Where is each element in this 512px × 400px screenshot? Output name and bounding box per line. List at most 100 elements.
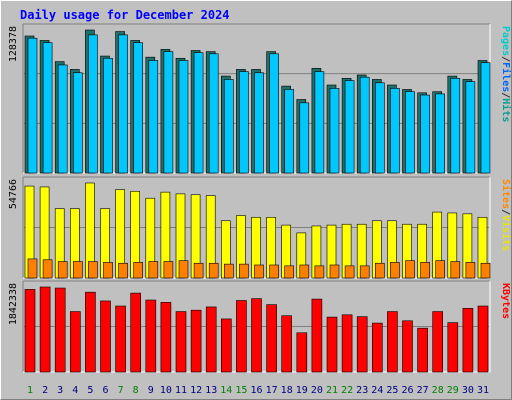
- bar-sites: [435, 260, 446, 279]
- bar-files: [88, 34, 98, 174]
- bar-kbytes: [387, 311, 398, 373]
- bar-files: [314, 71, 325, 174]
- x-tick-label: 17: [266, 385, 278, 396]
- x-tick-label: 6: [102, 385, 108, 396]
- bar-kbytes: [281, 315, 293, 373]
- bar-sites: [193, 262, 204, 279]
- bar-sites: [88, 261, 98, 279]
- bar-sites: [374, 262, 385, 279]
- right-axis-label-part: Pages: [500, 26, 511, 56]
- bar-kbytes: [39, 286, 51, 373]
- bar-sites: [480, 262, 491, 279]
- x-tick-label: 31: [477, 385, 489, 396]
- bar-sites: [284, 265, 295, 279]
- bar-sites: [450, 261, 461, 279]
- bar-files: [103, 57, 113, 174]
- bar-files: [480, 62, 491, 174]
- bar-files: [405, 91, 415, 174]
- right-axis-label-part: /: [500, 56, 511, 62]
- bar-sites: [103, 262, 113, 279]
- right-axis-label: Pages/Files/Hits: [500, 26, 512, 122]
- x-tick-label: 5: [87, 385, 93, 396]
- bar-files: [269, 53, 279, 174]
- bar-kbytes: [160, 302, 172, 373]
- bar-files: [465, 81, 476, 174]
- bar-kbytes: [24, 289, 36, 373]
- x-tick-label: 19: [296, 385, 308, 396]
- bar-sites: [314, 265, 325, 279]
- bar-sites: [359, 265, 370, 279]
- x-tick-label: 22: [341, 385, 353, 396]
- bar-sites: [163, 261, 174, 279]
- bar-files: [163, 51, 174, 174]
- bar-kbytes: [145, 299, 157, 373]
- bar-kbytes: [221, 318, 232, 373]
- bar-kbytes: [130, 292, 141, 373]
- bar-sites: [27, 258, 38, 279]
- x-tick-label: 18: [281, 385, 293, 396]
- bar-files: [359, 76, 370, 174]
- right-axis-label-part: /: [500, 92, 511, 98]
- right-axis-label-part: Hits: [500, 98, 512, 122]
- right-axis-label-part: Visits: [500, 215, 512, 251]
- right-axis-label-part: KBytes: [500, 283, 511, 319]
- bar-sites: [42, 259, 53, 279]
- x-tick-label: 9: [148, 385, 154, 396]
- bar-files: [224, 79, 234, 174]
- bar-sites: [465, 262, 476, 279]
- bar-files: [329, 88, 340, 174]
- x-tick-label: 27: [417, 385, 429, 396]
- bar-sites: [118, 262, 128, 279]
- y-axis-max-label: 1842338: [8, 283, 19, 325]
- bar-kbytes: [251, 298, 262, 373]
- bar-files: [27, 37, 38, 174]
- bar-files: [374, 82, 385, 174]
- x-tick-label: 25: [386, 385, 398, 396]
- bar-sites: [420, 262, 430, 279]
- x-tick-label: 1: [27, 385, 33, 396]
- bar-files: [73, 72, 83, 174]
- x-tick-label: 3: [57, 385, 63, 396]
- bar-kbytes: [311, 298, 323, 373]
- bar-kbytes: [296, 332, 308, 373]
- bar-files: [420, 94, 430, 174]
- bar-files: [208, 53, 219, 174]
- chart-title: Daily usage for December 2024: [20, 8, 230, 22]
- bar-files: [148, 60, 159, 174]
- bar-files: [390, 88, 400, 174]
- bar-files: [450, 78, 461, 174]
- bar-kbytes: [417, 327, 428, 373]
- bar-sites: [133, 262, 143, 279]
- x-tick-label: 28: [432, 385, 444, 396]
- x-tick-label: 21: [326, 385, 338, 396]
- bar-sites: [178, 260, 189, 279]
- right-axis-label: Sites/Visits: [500, 179, 512, 251]
- bar-kbytes: [371, 322, 383, 373]
- bar-kbytes: [190, 309, 202, 373]
- bar-files: [42, 42, 53, 174]
- bar-kbytes: [85, 291, 96, 373]
- y-axis-max-label: 54766: [8, 179, 19, 209]
- bar-kbytes: [115, 305, 126, 373]
- bar-sites: [148, 261, 159, 279]
- x-tick-label: 14: [220, 385, 232, 396]
- bar-files: [254, 72, 264, 174]
- x-tick-label: 8: [133, 385, 139, 396]
- x-tick-label: 29: [447, 385, 459, 396]
- bar-files: [133, 42, 143, 174]
- bar-sites: [73, 261, 83, 279]
- x-tick-label: 15: [235, 385, 247, 396]
- bar-files: [435, 93, 446, 174]
- x-tick-label: 20: [311, 385, 323, 396]
- right-axis-label-part: /: [500, 209, 511, 215]
- bar-kbytes: [432, 311, 444, 373]
- bar-files: [239, 71, 249, 174]
- bar-kbytes: [402, 320, 413, 373]
- bar-kbytes: [236, 300, 247, 373]
- x-tick-label: 23: [356, 385, 368, 396]
- bar-kbytes: [356, 316, 368, 373]
- bar-kbytes: [70, 311, 81, 373]
- bar-files: [344, 80, 355, 174]
- bar-sites: [299, 264, 310, 279]
